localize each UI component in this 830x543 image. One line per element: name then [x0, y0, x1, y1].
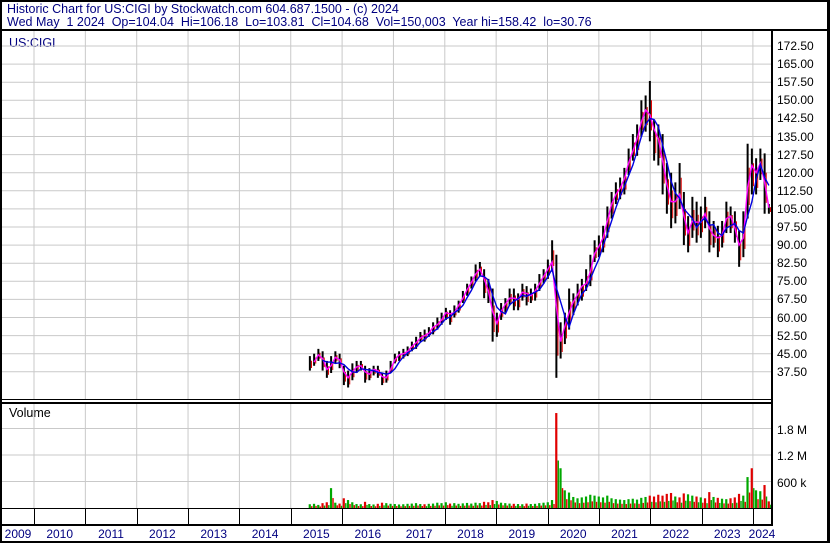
year-tick — [752, 509, 754, 524]
year-tick — [290, 509, 292, 524]
frame-left — [0, 0, 2, 543]
year-tick — [547, 509, 549, 524]
year-label: 2011 — [98, 527, 124, 541]
volume-tick-label: 1.2 M — [777, 449, 808, 463]
price-tick-label: 172.50 — [777, 39, 814, 53]
year-tick — [239, 509, 241, 524]
frame-bottom — [0, 541, 830, 543]
year-label: 2015 — [303, 527, 330, 541]
volume-chart-canvas[interactable] — [2, 404, 771, 508]
price-tick-label: 37.50 — [777, 364, 808, 379]
price-tick-label: 120.00 — [777, 165, 814, 180]
year-label: 2012 — [149, 527, 176, 541]
year-label: 2018 — [457, 527, 484, 541]
quote-summary: Wed May 1 2024 Op=104.04 Hi=106.18 Lo=10… — [7, 15, 592, 29]
price-tick-label: 90.00 — [777, 238, 808, 253]
plot-right-border — [771, 29, 773, 526]
price-tick-label: 127.50 — [777, 147, 814, 162]
price-tick-label: 157.50 — [777, 75, 814, 90]
price-tick-label: 52.50 — [777, 328, 808, 343]
volume-tick-label: 1.8 M — [777, 422, 808, 437]
year-tick — [701, 509, 703, 524]
volume-baseline — [2, 508, 771, 509]
price-tick-label: 150.00 — [777, 93, 814, 108]
price-tick-label: 165.00 — [777, 57, 814, 72]
price-tick-label: 60.00 — [777, 310, 808, 325]
year-label: 2017 — [405, 527, 433, 541]
year-tick — [342, 509, 344, 524]
price-chart-canvas[interactable] — [2, 31, 771, 399]
year-label: 2013 — [200, 527, 228, 541]
volume-tick-label: 600 k — [777, 475, 807, 490]
year-tick — [650, 509, 652, 524]
axis-strip-bottom-border — [2, 524, 771, 526]
header-divider — [0, 29, 830, 31]
chart-title: Historic Chart for US:CIGI by Stockwatch… — [7, 2, 399, 16]
price-tick-label: 112.50 — [777, 183, 813, 198]
year-tick — [496, 509, 498, 524]
price-tick-label: 142.50 — [777, 111, 814, 126]
year-tick — [598, 509, 600, 524]
price-tick-label: 82.50 — [777, 256, 808, 271]
price-tick-label: 105.00 — [777, 201, 814, 216]
year-tick — [444, 509, 446, 524]
price-tick-label: 67.50 — [777, 292, 808, 307]
year-label: 2010 — [46, 527, 74, 541]
price-tick-label: 45.00 — [777, 346, 808, 361]
year-tick — [393, 509, 395, 524]
frame-top — [0, 0, 830, 2]
price-tick-label: 75.00 — [777, 274, 808, 289]
year-label: 2009 — [4, 527, 32, 541]
year-tick — [136, 509, 138, 524]
year-label: 2019 — [508, 527, 536, 541]
year-tick — [85, 509, 87, 524]
volume-panel-top-border — [2, 402, 771, 404]
price-tick-label: 97.50 — [777, 220, 808, 234]
year-label: 2016 — [354, 527, 382, 541]
year-label: 2022 — [662, 527, 690, 541]
year-tick — [34, 509, 35, 524]
frame-right — [827, 0, 830, 543]
year-label: 2021 — [611, 527, 638, 541]
year-label: 2024 — [748, 527, 776, 541]
price-panel-bottom-border — [2, 399, 771, 400]
year-label: 2020 — [559, 527, 587, 541]
price-tick-label: 135.00 — [777, 129, 814, 144]
year-tick — [188, 509, 190, 524]
year-label: 2014 — [251, 527, 279, 541]
year-label: 2023 — [713, 527, 741, 541]
volume-panel-label: Volume — [9, 406, 51, 420]
